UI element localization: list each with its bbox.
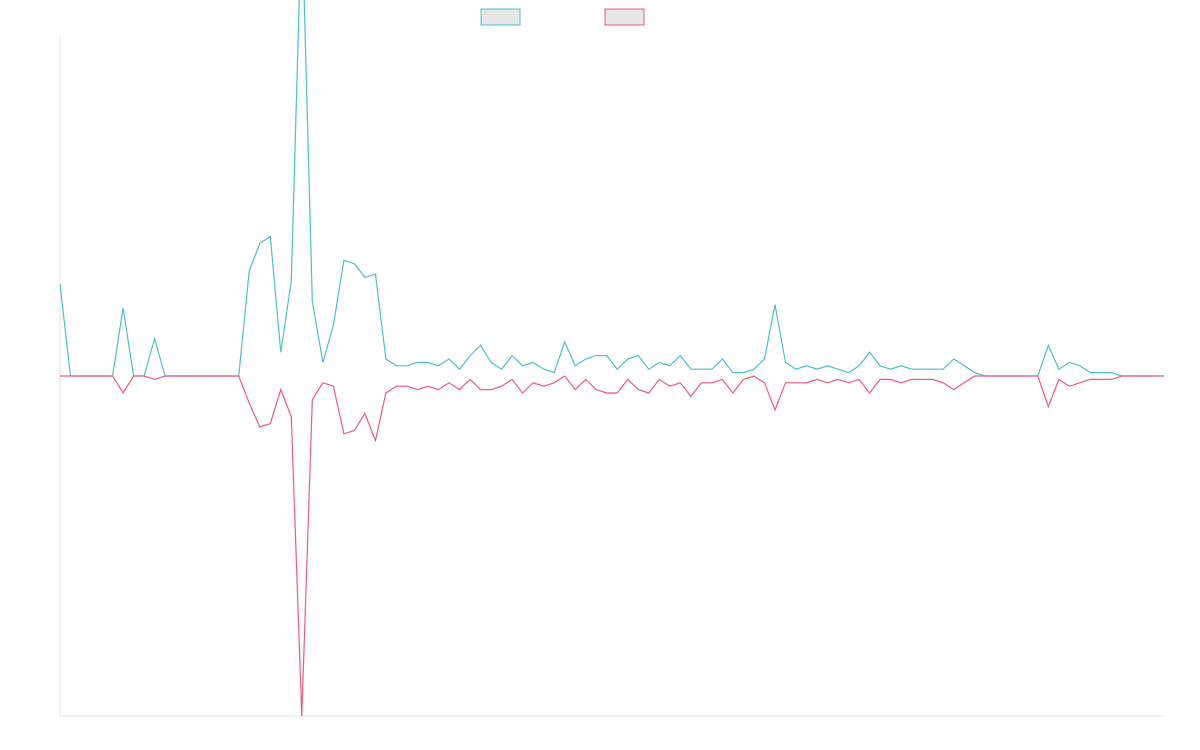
legend-swatch-1[interactable] [480, 8, 521, 26]
series-1-line [59, 0, 1164, 377]
series-2-line [60, 375, 1164, 717]
series-layer [59, 0, 1164, 717]
legend [480, 8, 645, 26]
legend-swatch-2[interactable] [604, 8, 645, 26]
